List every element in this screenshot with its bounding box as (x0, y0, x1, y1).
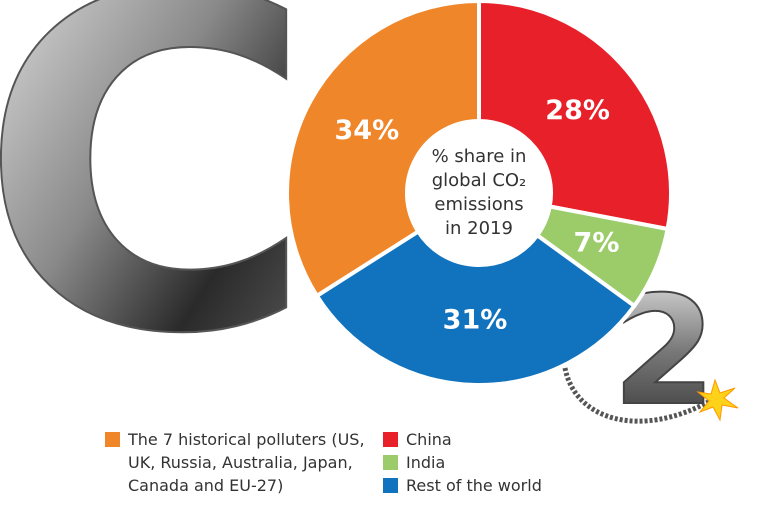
fuse (562, 367, 714, 424)
value-label: 31% (443, 304, 508, 335)
spark (696, 378, 739, 422)
legend-item: China (383, 428, 583, 451)
center-text: % share in (432, 146, 527, 167)
legend-swatch (105, 432, 120, 447)
slice (314, 228, 638, 387)
center-text: global CO₂ (432, 170, 527, 191)
legend-label: Rest of the world (406, 476, 542, 495)
slice (285, 0, 481, 299)
donut: 34% 28% 7% 31% % share in global CO₂ emissions… (285, 0, 673, 387)
value-label: 34% (335, 115, 400, 146)
legend-label: The 7 historical polluters (US, UK, Russ… (128, 430, 365, 495)
legend-label: India (406, 453, 446, 472)
value-label: 28% (545, 95, 610, 126)
center-text: in 2019 (445, 218, 513, 239)
value-label: 7% (574, 227, 620, 258)
legend-item: The 7 historical polluters (US, UK, Russ… (105, 428, 370, 497)
legend-swatch (383, 432, 398, 447)
slice (477, 0, 673, 232)
logo-letter: C (0, 0, 316, 435)
legend-item: India (383, 451, 583, 474)
legend-label: China (406, 430, 452, 449)
legend-item: Rest of the world (383, 474, 583, 497)
legend-swatch (383, 478, 398, 493)
center-text: emissions (434, 194, 523, 215)
legend: The 7 historical polluters (US, UK, Russ… (105, 428, 370, 497)
legend-swatch (383, 455, 398, 470)
legend: China India Rest of the world (383, 428, 583, 497)
